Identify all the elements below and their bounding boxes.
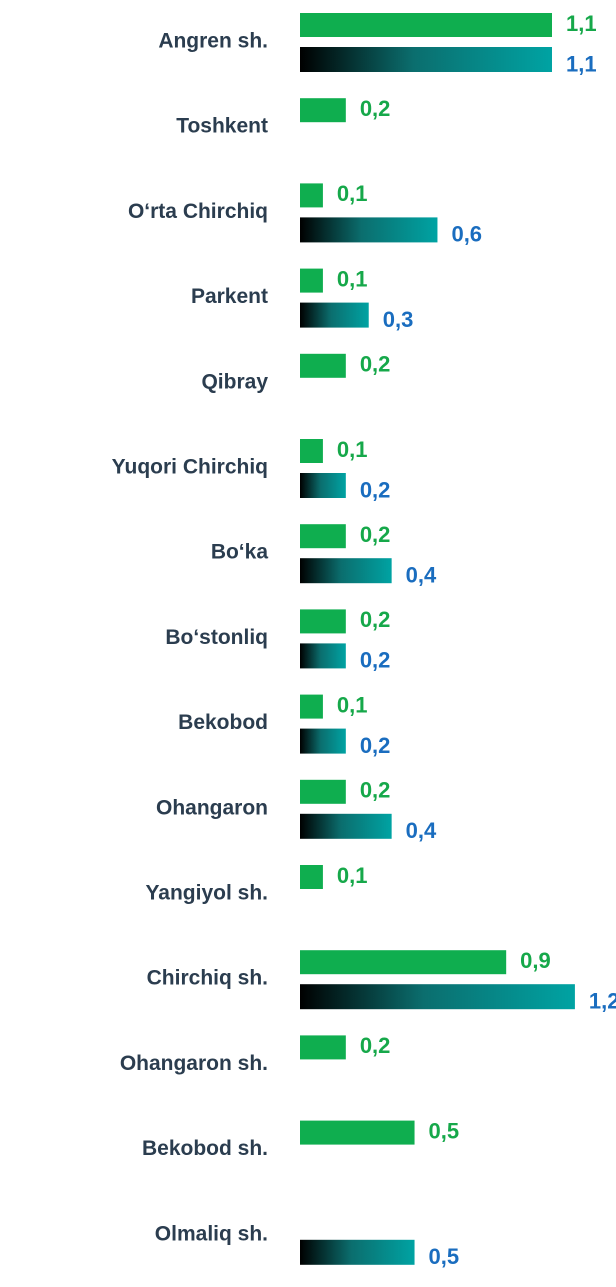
category-label: O‘rta Chirchiq: [128, 200, 268, 223]
bar: [300, 865, 323, 889]
category-label: Chirchiq sh.: [147, 967, 268, 990]
category-label: Parkent: [191, 285, 268, 308]
value-label: 0,6: [451, 222, 482, 247]
bar: [300, 609, 346, 634]
category-label: Bekobod sh.: [142, 1137, 268, 1160]
value-label: 1,1: [566, 51, 597, 76]
value-label: 0,5: [429, 1244, 460, 1269]
value-label: 0,1: [337, 181, 368, 206]
bar: [300, 302, 369, 328]
value-label: 0,2: [360, 733, 391, 758]
bar: [300, 813, 392, 839]
category-label: Bo‘stonliq: [165, 626, 268, 649]
category-label: Olmaliq sh.: [155, 1222, 268, 1245]
value-label: 0,2: [360, 648, 391, 673]
value-label: 0,2: [360, 352, 391, 377]
bar: [300, 268, 323, 293]
value-label: 0,1: [337, 437, 368, 462]
category-label: Qibray: [201, 370, 268, 393]
bar: [300, 1239, 415, 1265]
value-label: 0,4: [406, 563, 437, 588]
bar: [300, 353, 346, 378]
category-label: Yuqori Chirchiq: [112, 456, 268, 479]
bar: [300, 779, 346, 804]
value-label: 0,2: [360, 1033, 391, 1058]
bar: [300, 524, 346, 549]
value-label: 0,2: [360, 96, 391, 121]
bar: [300, 1120, 415, 1145]
bar: [300, 728, 346, 754]
value-label: 0,1: [337, 692, 368, 717]
category-label: Ohangaron: [156, 796, 268, 819]
bar: [300, 439, 323, 463]
value-label: 1,2: [589, 989, 616, 1014]
bar: [300, 643, 346, 669]
bar: [300, 473, 346, 498]
value-label: 0,1: [337, 863, 368, 888]
value-label: 0,2: [360, 522, 391, 547]
category-label: Bekobod: [178, 711, 268, 734]
category-label: Yangiyol sh.: [145, 882, 268, 905]
bar: [300, 183, 323, 208]
value-label: 0,2: [360, 607, 391, 632]
value-label: 0,3: [383, 307, 414, 332]
bar: [300, 13, 552, 37]
bar: [300, 47, 552, 72]
value-label: 0,1: [337, 266, 368, 291]
category-label: Bo‘ka: [211, 541, 269, 564]
category-label: Toshkent: [176, 115, 268, 138]
value-label: 0,4: [406, 818, 437, 843]
category-label: Ohangaron sh.: [120, 1052, 268, 1075]
bar: [300, 950, 507, 975]
bar: [300, 694, 323, 719]
bar: [300, 217, 438, 243]
value-label: 0,5: [429, 1118, 460, 1143]
value-label: 0,9: [520, 948, 551, 973]
bar: [300, 98, 346, 123]
value-label: 0,2: [360, 477, 391, 502]
category-label: Angren sh.: [158, 30, 268, 53]
value-label: 0,2: [360, 778, 391, 803]
bar: [300, 984, 575, 1010]
value-label: 1,1: [566, 11, 597, 36]
bar: [300, 558, 392, 584]
bar: [300, 1035, 346, 1060]
